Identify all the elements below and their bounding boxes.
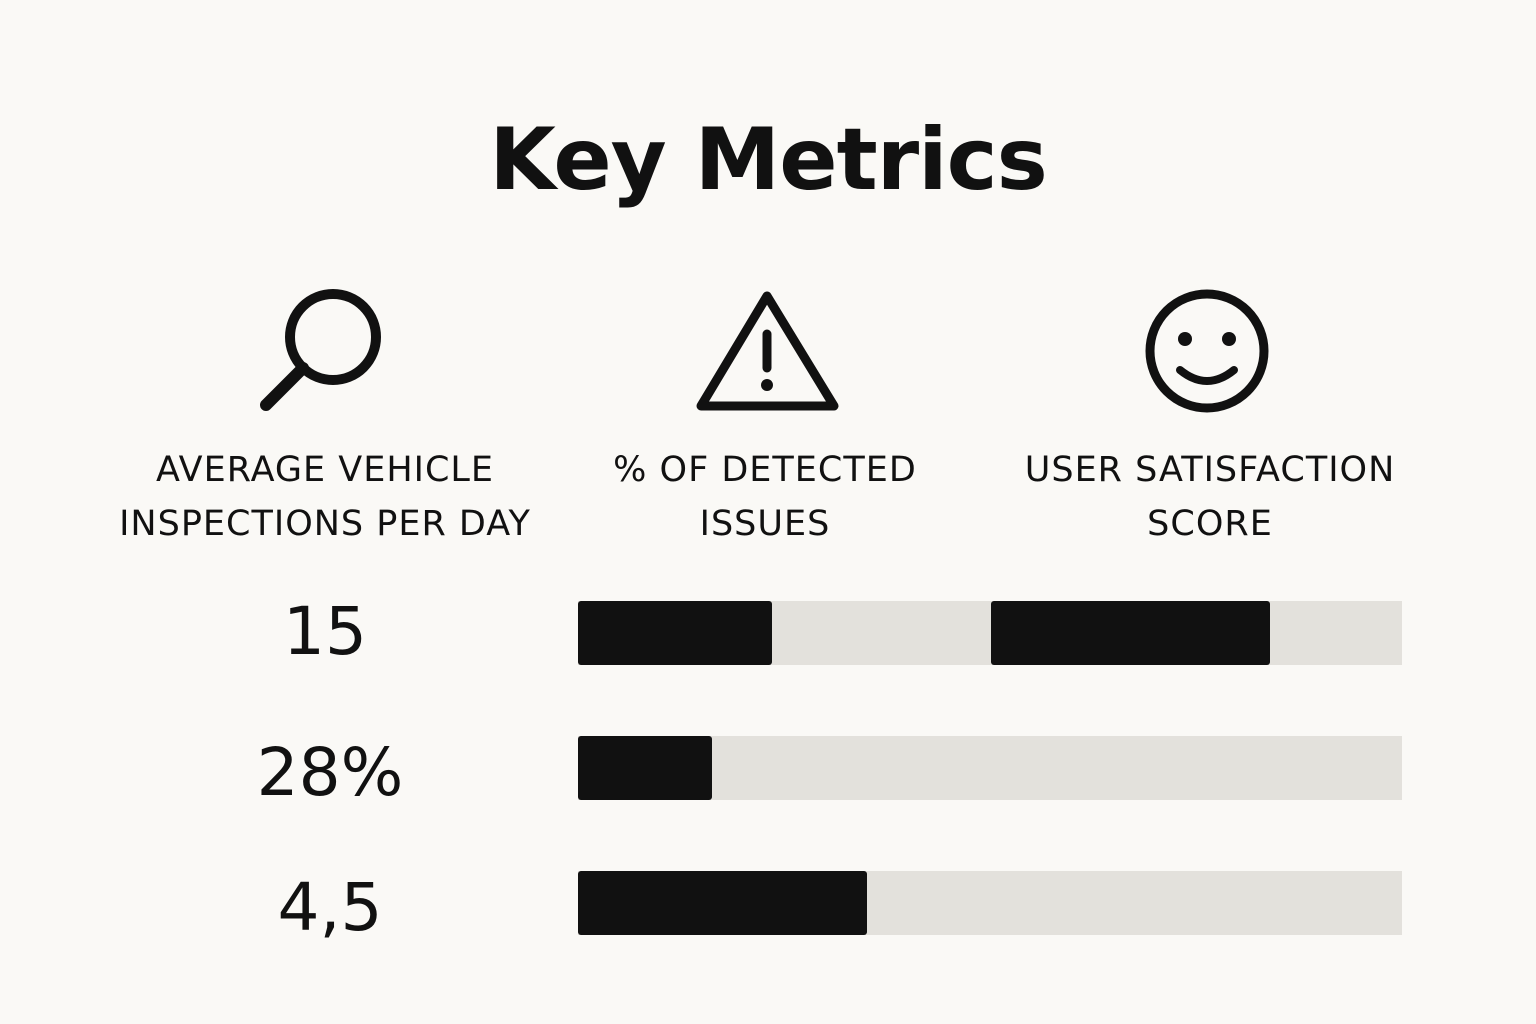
bar-track-row2 xyxy=(578,736,1402,800)
magnifier-icon xyxy=(260,289,381,411)
bar-fill-row2 xyxy=(578,736,712,800)
page-title: Key Metrics xyxy=(489,110,1048,210)
bar-fill-row3 xyxy=(578,871,867,935)
value-label-issues: 28% xyxy=(256,734,404,811)
warning-icon xyxy=(696,291,839,411)
smiley-icon xyxy=(1145,289,1269,413)
metric-label-satisfaction: USER SATISFACTION SCORE xyxy=(1024,450,1396,544)
value-label-satisfaction: 4,5 xyxy=(277,869,383,946)
value-label-inspections: 15 xyxy=(283,593,367,670)
metric-label-issues: % OF DETECTED ISSUES xyxy=(613,450,917,544)
metric-label-inspections: AVERAGE VEHICLE INSPECTIONS PER DAY xyxy=(119,450,531,544)
bar-fill-row1-a xyxy=(578,601,772,665)
bar-fill-row1-b xyxy=(991,601,1270,665)
